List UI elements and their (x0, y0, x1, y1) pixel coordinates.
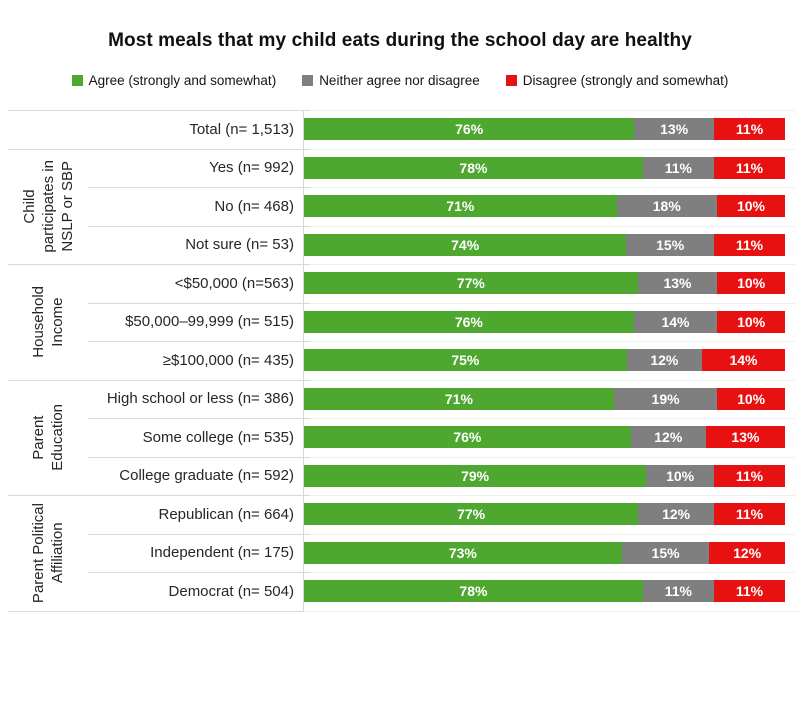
bar-segment-agree: 78% (304, 156, 643, 179)
group-label-political-affiliation: Parent Political Affiliation (30, 502, 66, 603)
bar-segment-agree: 71% (304, 387, 614, 410)
bar-segment-disagree: 10% (717, 310, 785, 333)
legend-swatch-agree-icon (71, 75, 83, 86)
bar-row-some-college: 76% 12% 13% (304, 418, 795, 457)
bar-segment-neither: 12% (630, 426, 706, 449)
bar-segment-neither: 11% (642, 156, 714, 179)
bar-row-total: 76% 13% 11% (304, 110, 795, 149)
group-label-cell: Parent Education (8, 380, 88, 496)
bar-segment-agree: 78% (304, 580, 643, 603)
bar-row-yes: 78% 11% 11% (304, 148, 795, 188)
row-label-yes: Yes (n= 992) (209, 159, 294, 177)
group-parent-education: Parent Education High school or less (n=… (8, 379, 795, 496)
bar-row-no: 71% 18% 10% (304, 187, 795, 226)
legend-item-neither: Neither agree nor disagree (302, 73, 480, 88)
legend-swatch-neither-icon (302, 75, 314, 86)
bar-row-republican: 77% 12% 11% (304, 495, 795, 534)
group-label-nslp-sbp: Child participates in NSLP or SBP (20, 159, 76, 253)
bar-segment-neither: 11% (642, 580, 714, 603)
bar-segment-neither: 15% (626, 233, 714, 256)
bar-segment-agree: 75% (304, 349, 627, 372)
group-political-affiliation: Parent Political Affiliation Republican … (8, 495, 795, 611)
chart-title: Most meals that my child eats during the… (108, 30, 692, 51)
bar-segment-agree: 76% (304, 310, 634, 333)
bar-row-high-school: 71% 19% 10% (304, 379, 795, 419)
group-label-parent-education: Parent Education (30, 403, 66, 471)
bar-segment-disagree: 10% (716, 195, 786, 218)
bar-segment-agree: 79% (304, 464, 647, 487)
bar-segment-neither: 18% (616, 195, 717, 218)
bar-segment-neither: 12% (638, 503, 714, 526)
legend-swatch-disagree-icon (505, 75, 517, 86)
group-household-income: Household Income <$50,000 (n=563) $50,00… (8, 264, 795, 380)
row-label-democrat: Democrat (n= 504) (88, 572, 310, 611)
row-label-some-college: Some college (n= 535) (88, 418, 310, 457)
bar-row-under-50k: 77% 13% 10% (304, 264, 795, 303)
bar-segment-agree: 73% (304, 541, 622, 564)
stacked-bar-chart: Total (n= 1,513) 76% 13% 11% Child parti… (8, 110, 800, 612)
bar-segment-disagree: 12% (709, 541, 785, 564)
row-label-independent: Independent (n= 175) (88, 533, 310, 573)
bar-row-college-grad: 79% 10% 11% (304, 456, 795, 496)
legend-label-disagree: Disagree (strongly and somewhat) (522, 73, 729, 88)
group-label-cell: Parent Political Affiliation (8, 495, 88, 611)
category-axis-line (303, 110, 304, 611)
bar-segment-neither: 10% (646, 464, 714, 487)
bar-segment-neither: 15% (621, 541, 710, 564)
group-total: Total (n= 1,513) 76% 13% 11% (8, 110, 795, 149)
row-label-republican: Republican (n= 664) (158, 505, 294, 523)
bar-segment-disagree: 13% (705, 426, 785, 449)
bar-row-democrat: 78% 11% 11% (304, 572, 795, 611)
bar-segment-disagree: 10% (717, 387, 785, 410)
legend-label-agree: Agree (strongly and somewhat) (88, 73, 277, 88)
bar-row-100k-plus: 75% 12% 14% (304, 341, 795, 380)
bar-segment-agree: 76% (304, 426, 631, 449)
row-label-50-99k: $50,000–99,999 (n= 515) (88, 302, 310, 342)
bar-segment-disagree: 11% (713, 580, 785, 603)
bar-row-not-sure: 74% 15% 11% (304, 225, 795, 265)
bar-segment-disagree: 11% (713, 156, 785, 179)
bar-segment-disagree: 11% (714, 233, 785, 256)
group-label-cell (8, 110, 88, 149)
legend: Agree (strongly and somewhat) Neither ag… (0, 73, 800, 88)
bar-segment-neither: 14% (633, 310, 718, 333)
bar-segment-disagree: 11% (714, 118, 786, 141)
row-label-no: No (n= 468) (88, 187, 310, 226)
row-label-under-50k: <$50,000 (n=563) (174, 274, 294, 292)
group-nslp-sbp: Child participates in NSLP or SBP Yes (n… (8, 148, 795, 265)
bar-segment-agree: 77% (304, 503, 639, 526)
bar-segment-agree: 76% (304, 118, 635, 141)
legend-item-agree: Agree (strongly and somewhat) (71, 73, 277, 88)
bar-segment-neither: 13% (637, 272, 718, 295)
bar-segment-neither: 12% (626, 349, 702, 372)
row-label-high-school: High school or less (n= 386) (106, 390, 294, 408)
bar-segment-agree: 74% (304, 233, 627, 256)
row-label-college-grad: College graduate (n= 592) (88, 456, 310, 496)
bar-row-50-99k: 76% 14% 10% (304, 302, 795, 342)
chart-page: Most meals that my child eats during the… (0, 25, 800, 723)
legend-item-disagree: Disagree (strongly and somewhat) (505, 73, 729, 88)
group-label-household-income: Household Income (30, 285, 66, 358)
bar-segment-neither: 19% (613, 387, 718, 410)
bar-segment-disagree: 11% (714, 503, 785, 526)
bar-segment-agree: 71% (304, 195, 617, 218)
row-label-not-sure: Not sure (n= 53) (88, 225, 310, 265)
bar-segment-disagree: 14% (701, 349, 785, 372)
bar-segment-disagree: 10% (717, 272, 785, 295)
legend-label-neither: Neither agree nor disagree (319, 73, 480, 88)
group-label-cell: Child participates in NSLP or SBP (8, 149, 88, 265)
row-label-total: Total (n= 1,513) (189, 120, 294, 138)
row-label-100k-plus: ≥$100,000 (n= 435) (88, 341, 310, 380)
bar-segment-neither: 13% (634, 118, 715, 141)
group-label-cell: Household Income (8, 264, 88, 380)
bar-segment-agree: 77% (304, 272, 638, 295)
bar-segment-disagree: 11% (714, 464, 785, 487)
bar-row-independent: 73% 15% 12% (304, 533, 795, 573)
